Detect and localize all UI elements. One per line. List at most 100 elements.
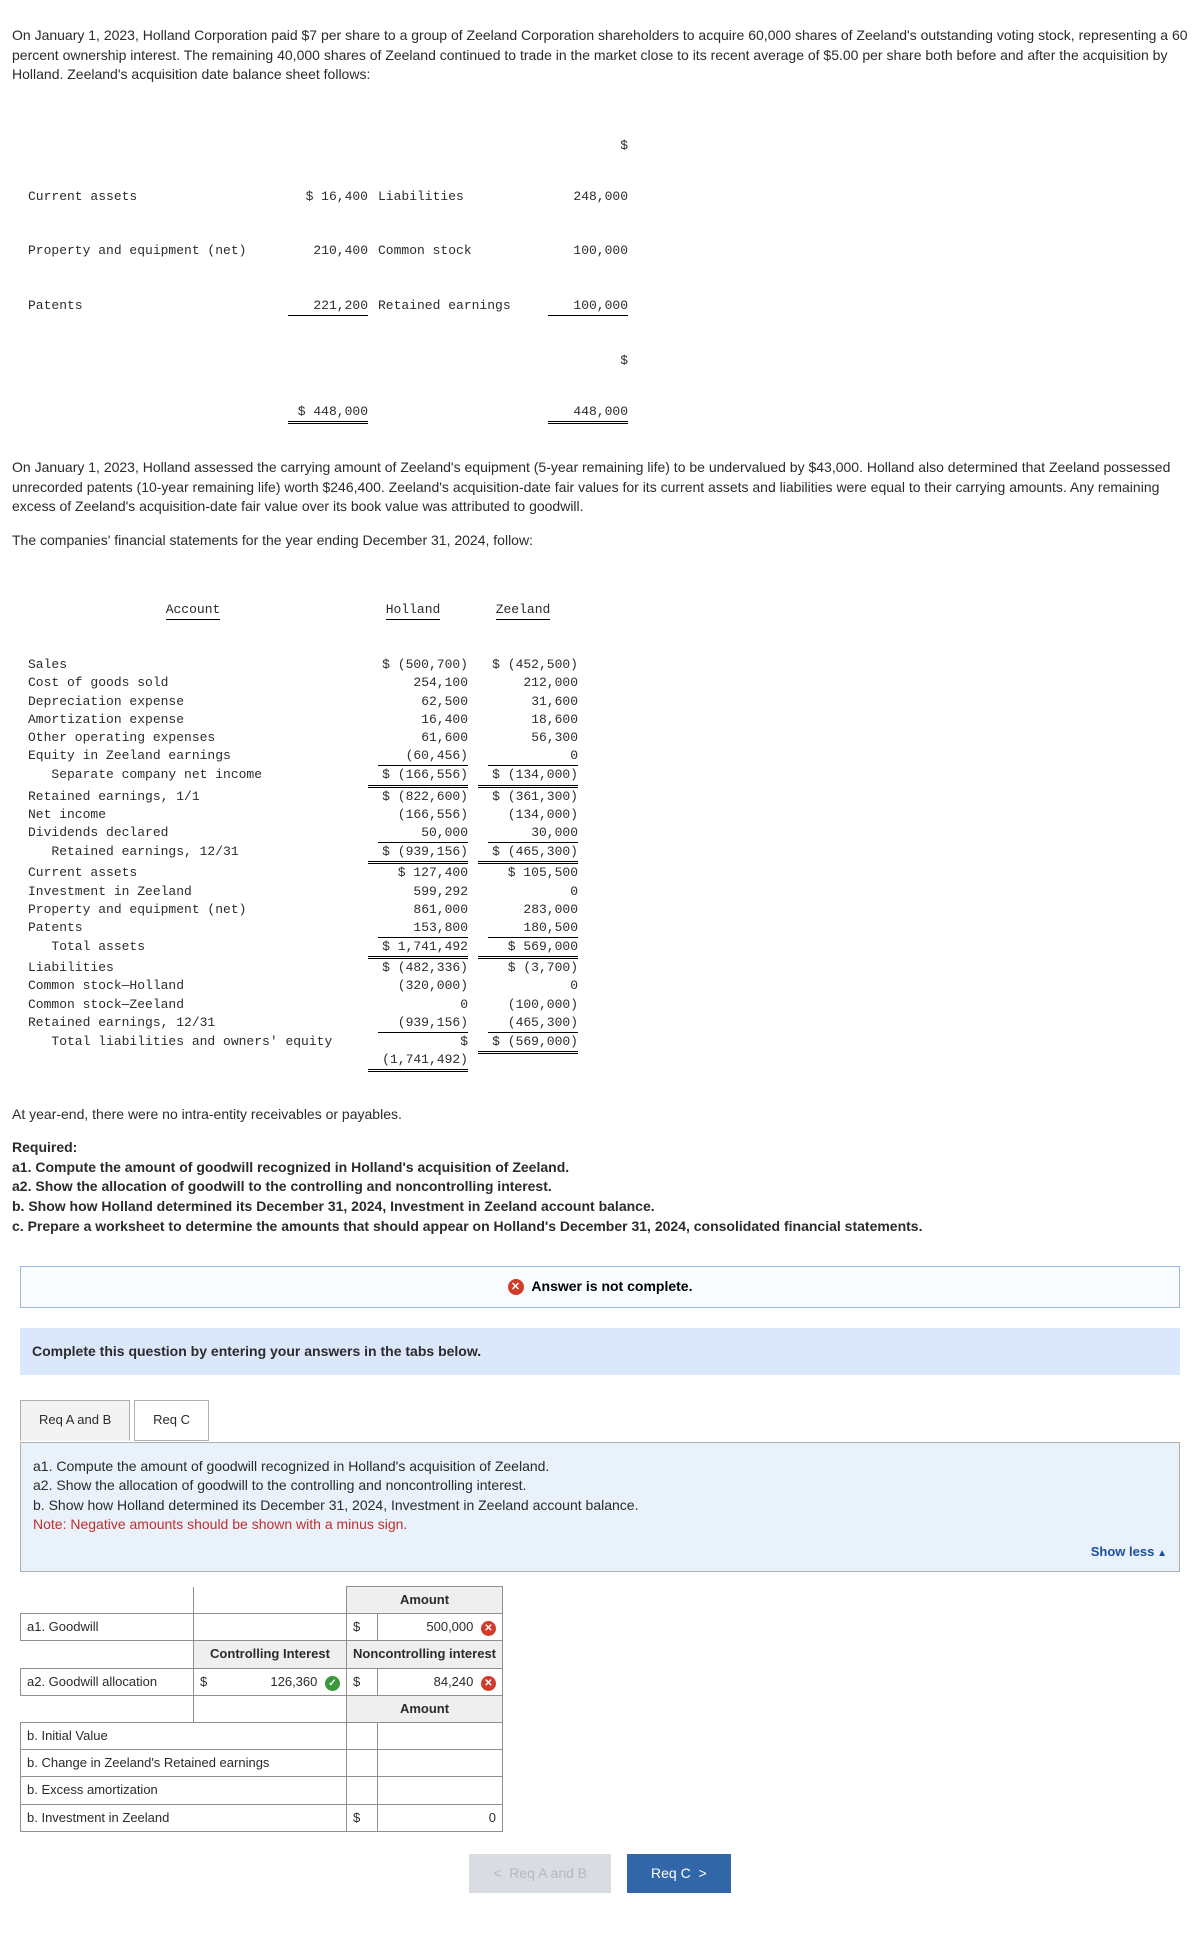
fin-zeeland: 0 [468, 883, 578, 901]
fin-row: Other operating expenses61,60056,300 [28, 729, 1188, 747]
fin-account: Retained earnings, 12/31 [28, 1014, 358, 1033]
fin-holland: 0 [358, 996, 468, 1014]
fin-row: Equity in Zeeland earnings(60,456)0 [28, 747, 1188, 766]
b-row: b. Initial Value [21, 1723, 503, 1750]
fin-holland: $ (822,600) [358, 788, 468, 806]
fin-zeeland: $ (134,000) [468, 766, 578, 787]
a1-value-cell[interactable]: 500,000 ✕ [378, 1614, 503, 1641]
fin-holland: 254,100 [358, 674, 468, 692]
tab-req-a-b[interactable]: Req A and B [20, 1400, 130, 1440]
fin-account: Property and equipment (net) [28, 901, 358, 919]
prev-button[interactable]: < Req A and B [469, 1854, 611, 1894]
fin-account: Investment in Zeeland [28, 883, 358, 901]
post-text: At year-end, there were no intra-entity … [12, 1105, 1188, 1125]
fin-row: Common stock—Zeeland0(100,000) [28, 996, 1188, 1014]
fin-zeeland: 283,000 [468, 901, 578, 919]
fin-holland: $ (1,741,492) [358, 1033, 468, 1072]
amount-header-1: Amount [347, 1587, 503, 1614]
b-row-input[interactable] [378, 1777, 503, 1804]
a1-currency: $ [347, 1614, 378, 1641]
fin-row: Investment in Zeeland599,2920 [28, 883, 1188, 901]
fin-row: Common stock—Holland(320,000)0 [28, 977, 1188, 995]
fin-h2: Zeeland [496, 601, 551, 620]
fin-account: Sales [28, 656, 358, 674]
bs-v3b: 100,000 [548, 297, 628, 316]
fin-zeeland: 30,000 [468, 824, 578, 843]
req-note: Note: Negative amounts should be shown w… [33, 1515, 1167, 1535]
fin-row: Liabilities$ (482,336)$ (3,700) [28, 959, 1188, 977]
incomplete-alert: ✕ Answer is not complete. [20, 1266, 1180, 1308]
controlling-header: Controlling Interest [194, 1641, 347, 1668]
a1-label: a1. Goodwill [21, 1614, 194, 1641]
required-heading: Required: [12, 1138, 1188, 1158]
fin-zeeland: 31,600 [468, 693, 578, 711]
fin-account: Liabilities [28, 959, 358, 977]
bs-total-right: 448,000 [548, 403, 628, 424]
fin-zeeland: $ (465,300) [468, 843, 578, 864]
fin-holland: $ (939,156) [358, 843, 468, 864]
fin-h0: Account [166, 601, 221, 620]
a2-wrong-icon: ✕ [481, 1676, 496, 1691]
fin-row: Sales$ (500,700)$ (452,500) [28, 656, 1188, 674]
fin-account: Other operating expenses [28, 729, 358, 747]
required-c: c. Prepare a worksheet to determine the … [12, 1217, 1188, 1237]
fin-zeeland: 212,000 [468, 674, 578, 692]
fin-account: Cost of goods sold [28, 674, 358, 692]
alert-text: Answer is not complete. [531, 1278, 692, 1294]
required-a1: a1. Compute the amount of goodwill recog… [12, 1158, 1188, 1178]
fin-account: Equity in Zeeland earnings [28, 747, 358, 766]
tab-req-c[interactable]: Req C [134, 1400, 209, 1440]
alert-x-icon: ✕ [508, 1279, 524, 1295]
fin-row: Retained earnings, 1/1$ (822,600)$ (361,… [28, 788, 1188, 806]
fin-account: Total liabilities and owners' equity [28, 1033, 358, 1072]
fin-zeeland: (100,000) [468, 996, 578, 1014]
bs-right-currency: $ [548, 137, 628, 151]
fin-account: Common stock—Zeeland [28, 996, 358, 1014]
fin-holland: $ (482,336) [358, 959, 468, 977]
fin-holland: 16,400 [358, 711, 468, 729]
bs-r1: Liabilities [368, 188, 548, 206]
prev-label: Req A and B [509, 1865, 587, 1881]
a1-value: 500,000 [426, 1619, 473, 1634]
fin-holland: 61,600 [358, 729, 468, 747]
req-l1: a1. Compute the amount of goodwill recog… [33, 1457, 1167, 1477]
fin-account: Dividends declared [28, 824, 358, 843]
fin-holland: (939,156) [358, 1014, 468, 1033]
fin-row: Net income(166,556)(134,000) [28, 806, 1188, 824]
fin-zeeland: $ (569,000) [468, 1033, 578, 1072]
required-b: b. Show how Holland determined its Decem… [12, 1197, 1188, 1217]
fin-holland: 861,000 [358, 901, 468, 919]
req-l3: b. Show how Holland determined its Decem… [33, 1496, 1167, 1516]
bs-r3: Retained earnings [368, 297, 548, 316]
fin-account: Separate company net income [28, 766, 358, 787]
req-a-b-pane: a1. Compute the amount of goodwill recog… [20, 1442, 1180, 1573]
fin-zeeland: 18,600 [468, 711, 578, 729]
fin-holland: (60,456) [358, 747, 468, 766]
next-button[interactable]: Req C > [627, 1854, 731, 1894]
bs-v1a: $ 16,400 [288, 188, 368, 206]
fin-zeeland: 180,500 [468, 919, 578, 938]
bs-l2: Property and equipment (net) [28, 242, 288, 260]
fin-zeeland: $ 105,500 [468, 864, 578, 882]
fin-row: Separate company net income$ (166,556)$ … [28, 766, 1188, 787]
fin-row: Patents153,800180,500 [28, 919, 1188, 938]
fin-account: Amortization expense [28, 711, 358, 729]
fin-holland: $ (166,556) [358, 766, 468, 787]
answer-table: Amount a1. Goodwill $ 500,000 ✕ Controll… [20, 1586, 503, 1832]
a1-wrong-icon: ✕ [481, 1621, 496, 1636]
bs-v3a: 221,200 [288, 297, 368, 316]
fin-row: Retained earnings, 12/31(939,156)(465,30… [28, 1014, 1188, 1033]
a2-noncontrolling-cell[interactable]: 84,240 ✕ [378, 1668, 503, 1695]
a2-controlling-cell[interactable]: $ 126,360 ✓ [194, 1668, 347, 1695]
fin-zeeland: (134,000) [468, 806, 578, 824]
show-less-link[interactable]: Show less [1091, 1543, 1167, 1561]
fin-zeeland: $ (3,700) [468, 959, 578, 977]
b-row-input[interactable] [378, 1723, 503, 1750]
fin-account: Current assets [28, 864, 358, 882]
intro-paragraph: On January 1, 2023, Holland Corporation … [12, 26, 1188, 85]
b-row-input: 0 [378, 1804, 503, 1831]
b-row-input[interactable] [378, 1750, 503, 1777]
req-l2: a2. Show the allocation of goodwill to t… [33, 1476, 1167, 1496]
a2-c2-val: 84,240 [434, 1674, 474, 1689]
b-row: b. Investment in Zeeland$0 [21, 1804, 503, 1831]
